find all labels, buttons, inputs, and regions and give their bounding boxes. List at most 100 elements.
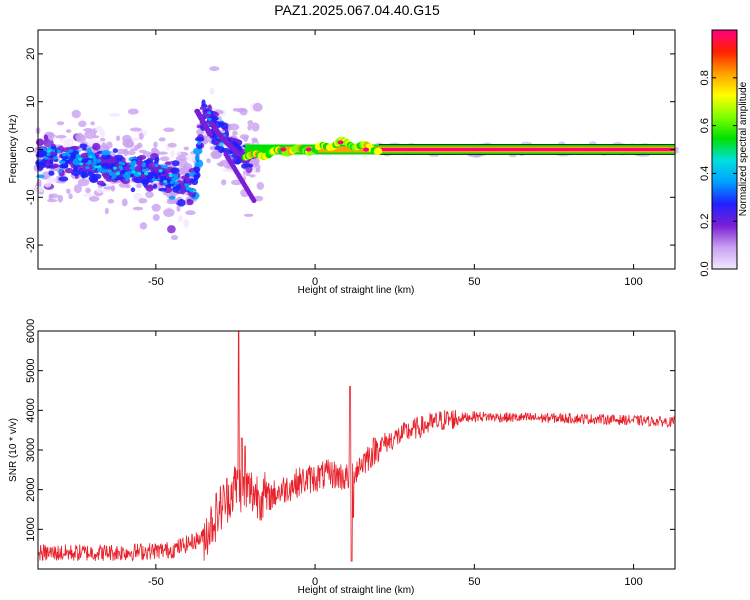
spectrogram-noise-blob	[133, 192, 143, 201]
spectrogram-peak-blob	[129, 166, 134, 170]
spectrogram-peak-blob	[218, 143, 223, 147]
spectrogram-peak-blob	[174, 181, 179, 185]
spectrogram-noise-blob	[159, 156, 170, 162]
spectrogram-peak-blob	[112, 166, 117, 170]
spectrogram-signal-blob	[195, 166, 201, 173]
spectrogram-band-core	[378, 148, 675, 151]
spectrogram-signal-blob	[158, 187, 167, 192]
spectrogram-x-tick-label: 100	[624, 276, 642, 288]
spectrogram-noise-blob	[121, 198, 128, 207]
spectrogram-peak-blob	[97, 159, 102, 163]
spectrogram-noise-blob	[71, 109, 81, 119]
spectrogram-noise-blob	[68, 193, 73, 200]
spectrogram-peak-blob	[159, 179, 164, 183]
spectrogram-peak-blob	[168, 174, 173, 178]
spectrogram-signal-blob	[170, 167, 180, 174]
spectrogram-signal-blob	[217, 145, 225, 154]
spectrogram-noise-blob	[206, 158, 211, 164]
spectrogram-peak-blob	[46, 149, 51, 153]
spectrogram-signal-blob	[96, 180, 105, 186]
spectrogram-ridge	[194, 108, 675, 204]
spectrogram-signal-blob	[227, 150, 234, 155]
spectrogram-peak-blob	[46, 152, 51, 157]
spectrogram-noise-blob	[138, 149, 147, 154]
spectrogram-peak-blob	[97, 165, 102, 169]
spectrogram-noise-blob	[219, 161, 224, 167]
spectrogram-noise-blob	[176, 204, 181, 212]
spectrogram-noise-blob	[222, 168, 232, 172]
spectrogram-signal-blob	[72, 166, 78, 172]
spectrogram-signal-blob	[100, 162, 111, 169]
spectrogram-noise-blob	[76, 134, 87, 143]
spectrogram-streak-blob	[206, 131, 213, 137]
spectrogram-noise-blob	[115, 135, 121, 142]
spectrogram-noise-blob	[77, 178, 90, 187]
colorbar-ticks: 0.0 0.2 0.4 0.6 0.8	[699, 70, 737, 277]
snr-y-tick-label: 3000	[25, 438, 37, 462]
spectrogram-signal-blob	[232, 157, 237, 161]
spectrogram-noise-blob	[153, 141, 158, 148]
spectrogram-noise-blob	[186, 153, 197, 162]
spectrogram-signal-blob	[130, 187, 136, 193]
spectrogram-noise-blob	[73, 184, 82, 194]
spectrogram-signal-blob	[171, 160, 180, 167]
spectrogram-signal-blob	[177, 199, 186, 207]
spectrogram-x-label: Height of straight line (km)	[298, 285, 415, 296]
spectrogram-noise-blob	[83, 193, 95, 197]
spectrogram-signal-blob	[51, 164, 59, 168]
spectrogram-noise-blob	[178, 215, 183, 223]
spectrogram-signal-blob	[65, 167, 74, 174]
spectrogram-signal-blob	[133, 176, 144, 184]
spectrogram-band-peak	[280, 147, 287, 152]
spectrogram-peak-blob	[137, 171, 142, 176]
spectrogram-noise-blob	[163, 208, 175, 217]
spectrogram-y-tick-label: 0	[25, 146, 37, 152]
spectrogram-noise-blob	[252, 102, 263, 112]
spectrogram-noise-blob	[105, 141, 113, 149]
spectrogram-peak-blob	[207, 117, 212, 121]
spectrogram-noise-blob	[84, 130, 96, 140]
spectrogram-signal-blob	[43, 134, 49, 141]
spectrogram-noise-blob	[56, 121, 65, 126]
spectrogram-peak-blob	[193, 174, 198, 178]
spectrogram-signal-blob	[80, 152, 90, 159]
spectrogram-noise-blob	[138, 132, 144, 140]
spectrogram-signal-blob	[35, 138, 45, 147]
colorbar-tick-label: 0.4	[699, 166, 711, 181]
spectrogram-signal-blob	[93, 173, 102, 180]
spectrogram-signal-blob	[50, 146, 56, 150]
spectrogram-noise-blob	[99, 129, 106, 138]
spectrogram-noise-blob	[48, 132, 54, 141]
spectrogram-signal-blob	[195, 154, 200, 162]
spectrogram-signal-blob	[152, 183, 158, 189]
spectrogram-noise-blob	[55, 134, 67, 139]
snr-series-line	[37, 330, 676, 562]
spectrogram-band-peak	[363, 147, 370, 152]
spectrogram-noise-blob	[210, 150, 222, 160]
spectrogram-noise-blob	[176, 150, 182, 155]
snr-y-tick-label: 5000	[25, 358, 37, 382]
spectrogram-band-peak	[305, 147, 312, 152]
spectrogram-noise-blob	[209, 66, 220, 72]
spectrogram-signal-blob	[195, 136, 205, 142]
spectrogram-signal-blob	[207, 104, 212, 111]
spectrogram-signal-blob	[201, 99, 206, 107]
spectrogram-peak-blob	[88, 155, 93, 159]
snr-x-tick-label: 0	[312, 576, 318, 588]
spectrogram-peak-blob	[151, 178, 156, 182]
spectrogram-peak-blob	[77, 157, 82, 161]
spectrogram-noise-blob	[130, 148, 138, 152]
spectrogram-noise-blob	[145, 191, 154, 199]
spectrogram-peak-blob	[61, 160, 66, 164]
colorbar-tick-label: 0.6	[699, 118, 711, 133]
spectrogram-branch-blob	[251, 198, 257, 204]
spectrogram-peak-blob	[197, 141, 202, 145]
colorbar-label: Normalized spectral amplitude	[738, 81, 749, 216]
spectrogram-signal-blob	[69, 145, 80, 150]
spectrogram-noise-blob	[88, 195, 100, 202]
spectrogram-noise-blob	[85, 187, 91, 194]
spectrogram-signal-blob	[118, 176, 123, 181]
snr-y-ticks: 1000 2000 3000 4000 5000 6000	[25, 319, 675, 542]
spectrogram-noise-blob	[34, 185, 44, 193]
snr-y-tick-label: 2000	[25, 477, 37, 501]
